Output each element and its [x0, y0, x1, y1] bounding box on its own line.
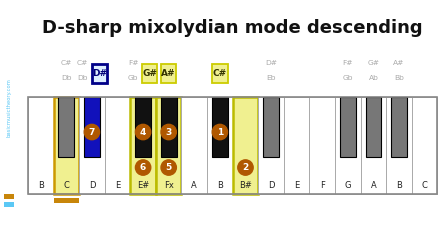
Circle shape	[161, 160, 176, 175]
Bar	[233, 97, 258, 194]
FancyBboxPatch shape	[92, 64, 107, 83]
Bar	[28, 97, 437, 194]
Text: A: A	[191, 181, 197, 190]
Bar	[258, 97, 284, 194]
Text: C: C	[422, 181, 428, 190]
Bar	[28, 97, 54, 194]
Text: E#: E#	[137, 181, 149, 190]
Text: A#: A#	[161, 69, 176, 78]
Bar	[54, 198, 79, 202]
Bar	[391, 97, 407, 157]
Bar	[386, 97, 412, 194]
Text: A: A	[370, 181, 376, 190]
Text: F#: F#	[343, 61, 353, 66]
Text: Gb: Gb	[128, 74, 139, 81]
Text: 5: 5	[165, 163, 172, 172]
Bar	[105, 97, 130, 194]
Bar	[207, 97, 233, 194]
Text: F#: F#	[128, 61, 139, 66]
Text: C#: C#	[213, 69, 227, 78]
Text: Eb: Eb	[266, 74, 276, 81]
Text: C#: C#	[77, 61, 88, 66]
Text: 2: 2	[242, 163, 249, 172]
Text: Db: Db	[61, 74, 72, 81]
Circle shape	[212, 124, 227, 140]
Text: D#: D#	[265, 61, 277, 66]
Text: A#: A#	[393, 61, 405, 66]
Text: G#: G#	[367, 61, 379, 66]
Bar	[161, 97, 176, 157]
Bar	[412, 97, 437, 194]
Text: E: E	[115, 181, 120, 190]
Bar	[340, 97, 356, 157]
Text: 4: 4	[140, 128, 146, 137]
FancyBboxPatch shape	[142, 64, 157, 83]
Circle shape	[161, 124, 176, 140]
Text: 1: 1	[217, 128, 223, 137]
Text: Ab: Ab	[369, 74, 378, 81]
Text: B#: B#	[239, 181, 252, 190]
Text: 7: 7	[89, 128, 95, 137]
FancyBboxPatch shape	[212, 64, 227, 83]
Text: Gb: Gb	[343, 74, 353, 81]
Text: B: B	[38, 181, 44, 190]
Circle shape	[238, 160, 253, 175]
Circle shape	[136, 160, 151, 175]
Text: D#: D#	[92, 69, 107, 78]
Text: D-sharp mixolydian mode descending: D-sharp mixolydian mode descending	[42, 19, 423, 37]
Bar	[54, 97, 79, 194]
Text: F: F	[320, 181, 325, 190]
Text: basicmusictheory.com: basicmusictheory.com	[7, 79, 11, 137]
Bar	[79, 97, 105, 194]
Text: Db: Db	[77, 74, 88, 81]
Circle shape	[136, 124, 151, 140]
Text: E: E	[294, 181, 299, 190]
Bar	[212, 97, 228, 157]
Text: C: C	[63, 181, 69, 190]
Bar	[156, 97, 181, 194]
Text: D: D	[88, 181, 95, 190]
Bar	[4, 194, 14, 199]
FancyBboxPatch shape	[161, 64, 176, 83]
Text: 3: 3	[165, 128, 172, 137]
Bar	[361, 97, 386, 194]
Bar	[309, 97, 335, 194]
Text: G: G	[345, 181, 351, 190]
Text: B: B	[396, 181, 402, 190]
Text: Fx: Fx	[164, 181, 174, 190]
Text: C#: C#	[61, 61, 72, 66]
Bar	[181, 97, 207, 194]
Text: B: B	[217, 181, 223, 190]
Bar	[366, 97, 381, 157]
Text: D: D	[268, 181, 274, 190]
Circle shape	[84, 124, 99, 140]
Text: 6: 6	[140, 163, 146, 172]
Bar	[263, 97, 279, 157]
Bar	[130, 97, 156, 194]
Text: G#: G#	[142, 69, 157, 78]
Bar	[84, 97, 100, 157]
Bar	[284, 97, 309, 194]
Bar	[135, 97, 151, 157]
Text: Bb: Bb	[394, 74, 404, 81]
Bar	[335, 97, 361, 194]
Bar	[59, 97, 74, 157]
Bar	[4, 202, 14, 207]
